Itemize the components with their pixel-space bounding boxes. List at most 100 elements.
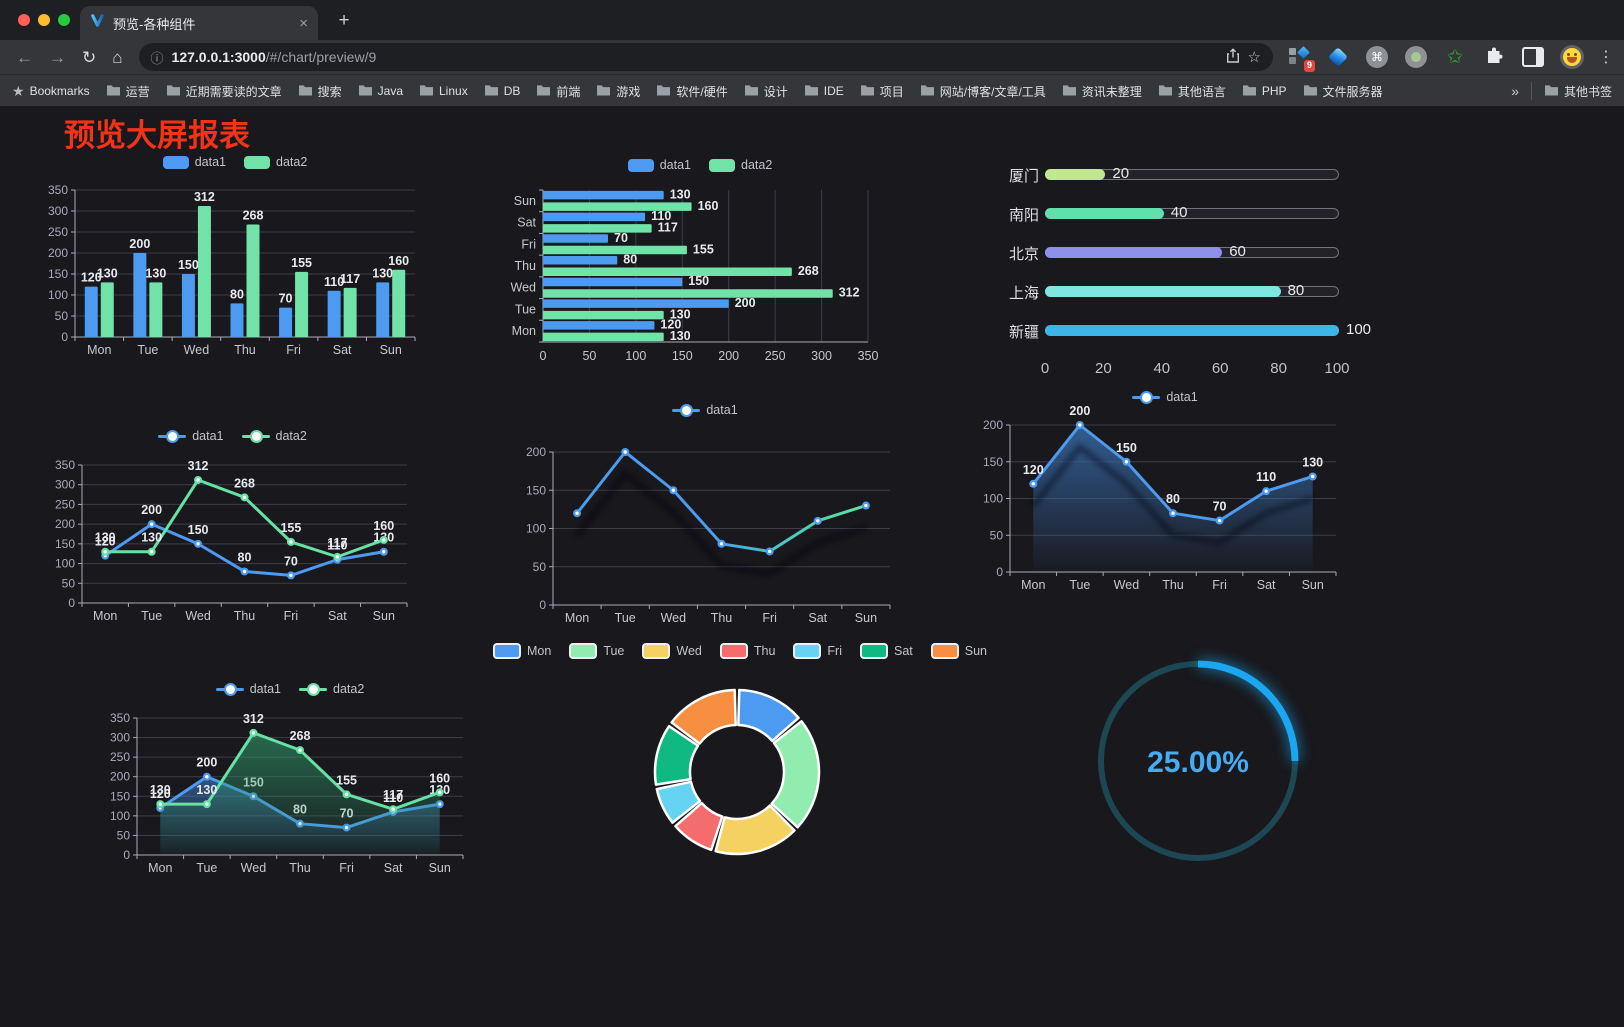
site-info-icon[interactable]: ⓘ	[150, 50, 164, 66]
legend-item[interactable]: Sat	[860, 643, 913, 659]
extension-gem-icon[interactable]	[1326, 45, 1350, 69]
svg-text:130: 130	[372, 266, 393, 280]
bookmark-folder[interactable]: 设计	[744, 83, 788, 100]
new-tab-button[interactable]: +	[338, 10, 350, 31]
svg-text:350: 350	[55, 458, 75, 472]
progress-row-label: 新疆	[1008, 324, 1039, 341]
extension-command-icon[interactable]: ⌘	[1365, 45, 1389, 69]
legend-item[interactable]: data1	[162, 155, 226, 169]
browser-tab[interactable]: 预览-各种组件 ×	[80, 6, 318, 40]
bookmark-item-bookmarks[interactable]: ★ Bookmarks	[12, 84, 90, 98]
close-window-button[interactable]	[18, 14, 30, 26]
legend-item[interactable]: data1	[672, 403, 738, 417]
home-icon[interactable]: ⌂	[112, 47, 123, 67]
side-panel-icon[interactable]	[1521, 45, 1545, 69]
svg-text:130: 130	[141, 531, 162, 545]
zoom-window-button[interactable]	[58, 14, 70, 26]
bookmark-folder[interactable]: 软件/硬件	[656, 83, 728, 100]
folder-icon	[920, 83, 935, 99]
extension-star-icon[interactable]: ✩	[1447, 46, 1463, 68]
share-icon[interactable]	[1226, 47, 1240, 67]
bookmark-folder[interactable]: Linux	[419, 83, 468, 100]
legend-item[interactable]: data2	[709, 158, 772, 172]
minimize-window-button[interactable]	[38, 14, 50, 26]
svg-text:155: 155	[280, 521, 301, 535]
bookmark-folder[interactable]: 搜索	[298, 83, 342, 100]
extensions-puzzle-icon[interactable]	[1482, 45, 1506, 69]
bookmark-folder[interactable]: DB	[484, 83, 520, 100]
svg-text:120: 120	[81, 271, 102, 285]
legend-item[interactable]: data1	[1132, 390, 1198, 404]
forward-icon[interactable]: →	[49, 47, 66, 67]
legend-swatch	[1132, 390, 1161, 404]
reload-icon[interactable]: ↻	[82, 47, 97, 67]
legend-swatch	[492, 643, 521, 659]
svg-text:70: 70	[284, 554, 298, 568]
bookmark-folder[interactable]: 网站/博客/文章/工具	[920, 83, 1046, 100]
legend-item[interactable]: data2	[244, 155, 307, 169]
legend-label: Mon	[526, 644, 552, 658]
legend-item[interactable]: Mon	[492, 643, 552, 659]
legend-item[interactable]: Sun	[930, 643, 987, 659]
bookmark-folder[interactable]: 项目	[860, 83, 904, 100]
bookmark-star-icon[interactable]: ☆	[1247, 49, 1261, 66]
legend-swatch	[709, 158, 735, 172]
svg-text:Tue: Tue	[137, 343, 158, 357]
extension-record-icon[interactable]	[1404, 45, 1428, 69]
bookmark-folder[interactable]: 其他语言	[1158, 83, 1226, 100]
legend-label: Fri	[827, 644, 842, 658]
extension-grid-icon[interactable]: 9	[1287, 45, 1315, 72]
bookmark-label: Linux	[439, 84, 468, 98]
legend-swatch	[642, 643, 671, 659]
svg-text:130: 130	[145, 266, 166, 280]
address-bar[interactable]: ⓘ 127.0.0.1:3000/#/chart/preview/9 ☆	[138, 43, 1273, 71]
legend-item[interactable]: Fri	[793, 643, 842, 659]
svg-text:350: 350	[110, 711, 130, 725]
svg-text:Thu: Thu	[234, 609, 256, 623]
bookmark-label: Java	[377, 84, 403, 98]
svg-text:110: 110	[651, 209, 671, 223]
bookmark-folder[interactable]: Java	[358, 83, 403, 100]
legend-item[interactable]: data2	[299, 682, 364, 696]
progress-row-label: 上海	[1008, 285, 1039, 302]
svg-text:268: 268	[290, 729, 311, 743]
profile-avatar[interactable]	[1560, 45, 1584, 69]
bookmark-folder[interactable]: 游戏	[596, 83, 640, 100]
svg-text:117: 117	[658, 221, 678, 235]
bookmarks-overflow-chevron[interactable]: »	[1511, 83, 1519, 99]
legend-item[interactable]: Thu	[719, 643, 775, 659]
bookmark-folder[interactable]: IDE	[804, 83, 844, 100]
donut-chart: Mon Tue Wed Thu Fri Sat Sun	[492, 635, 987, 890]
svg-text:50: 50	[582, 349, 596, 363]
chart-legend: data1 data2	[105, 682, 475, 696]
svg-text:Sun: Sun	[380, 343, 402, 357]
svg-text:130: 130	[670, 329, 691, 343]
back-icon[interactable]: ←	[16, 47, 33, 67]
svg-text:312: 312	[188, 459, 209, 473]
bookmark-label: 项目	[879, 84, 904, 99]
legend-item[interactable]: Wed	[642, 643, 702, 659]
tab-close-icon[interactable]: ×	[299, 14, 308, 32]
legend-item[interactable]: data2	[241, 429, 307, 443]
legend-label: data1	[194, 155, 226, 169]
svg-text:250: 250	[48, 225, 68, 239]
legend-item[interactable]: data1	[215, 682, 281, 696]
bookmark-folder[interactable]: 前端	[536, 83, 580, 100]
svg-text:200: 200	[1069, 404, 1090, 418]
bookmark-folder[interactable]: 近期需要读的文章	[166, 83, 282, 100]
bookmark-folder[interactable]: 资讯未整理	[1062, 83, 1142, 100]
svg-text:Mon: Mon	[565, 611, 589, 625]
progress-fill	[1045, 325, 1339, 336]
browser-menu-icon[interactable]: ⋮	[1598, 49, 1614, 66]
bookmark-folder[interactable]: 运营	[106, 83, 150, 100]
folder-icon	[1242, 83, 1257, 99]
other-bookmarks-folder[interactable]: 其他书签	[1544, 83, 1612, 100]
bookmark-folder[interactable]: 文件服务器	[1303, 83, 1383, 100]
legend-item[interactable]: data1	[158, 429, 224, 443]
legend-item[interactable]: data1	[627, 158, 691, 172]
progress-value: 60	[1229, 243, 1246, 260]
legend-item[interactable]: Tue	[569, 643, 624, 659]
bookmark-folder[interactable]: PHP	[1242, 83, 1287, 100]
legend-swatch	[672, 403, 701, 417]
svg-text:150: 150	[110, 789, 130, 803]
